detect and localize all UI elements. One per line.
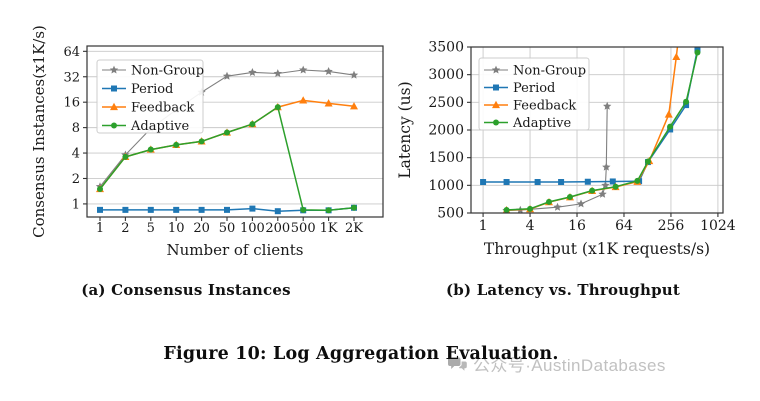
svg-text:500: 500 <box>437 206 464 222</box>
svg-text:3000: 3000 <box>428 67 464 83</box>
svg-text:16: 16 <box>63 96 80 111</box>
watermark: 公众号·AustinDatabases <box>448 351 666 376</box>
svg-text:3500: 3500 <box>428 40 464 56</box>
legend: Non-Group Period Feedback Adaptive <box>96 59 204 134</box>
y-axis: 1 2 4 8 16 32 64 <box>63 45 87 212</box>
consensus-instances-svg: 1 2 5 10 20 50 100 200 500 1K 2K 1 2 4 8 16 32 64 Number o… <box>30 25 384 259</box>
svg-text:20: 20 <box>193 221 210 236</box>
y-axis-label: Consensus Instances(x1K/s) <box>30 25 48 238</box>
svg-text:1500: 1500 <box>428 150 464 166</box>
subcaption-a: (a) Consensus Instances <box>81 281 291 299</box>
x-axis-label: Throughput (x1K requests/s) <box>484 240 710 258</box>
watermark-text: 公众号·AustinDatabases <box>473 356 666 375</box>
svg-text:50: 50 <box>219 221 236 236</box>
svg-text:Feedback: Feedback <box>513 99 576 114</box>
svg-text:2500: 2500 <box>428 95 464 111</box>
svg-text:1024: 1024 <box>700 218 736 234</box>
svg-text:1000: 1000 <box>428 178 464 194</box>
svg-text:Period: Period <box>513 81 555 96</box>
plot-border <box>86 45 384 218</box>
svg-text:Non-Group: Non-Group <box>131 64 204 79</box>
svg-text:2000: 2000 <box>428 123 464 139</box>
svg-text:2: 2 <box>72 172 80 187</box>
panel-b-latency-chart: 1 4 16 64 256 1024 500 1000 1500 2000 2500 3000 3500… <box>396 6 740 268</box>
y-axis-label: Latency (us) <box>396 81 414 178</box>
svg-text:200: 200 <box>265 221 290 236</box>
panel-a-consensus-chart: 1 2 5 10 20 50 100 200 500 1K 2K 1 2 4 8 16 32 64 Number o… <box>28 6 390 268</box>
svg-text:2: 2 <box>121 221 129 236</box>
svg-text:32: 32 <box>63 70 80 85</box>
x-axis: 1 2 5 10 20 50 100 200 500 1K 2K <box>96 217 363 236</box>
subcaption-b: (b) Latency vs. Throughput <box>445 281 681 299</box>
svg-text:10: 10 <box>168 221 185 236</box>
svg-text:64: 64 <box>615 218 633 234</box>
svg-text:256: 256 <box>658 218 685 234</box>
svg-text:4: 4 <box>526 218 535 234</box>
x-axis: 1 4 16 64 256 1024 <box>479 213 736 234</box>
svg-text:Adaptive: Adaptive <box>130 119 190 134</box>
series-adaptive <box>503 49 701 213</box>
latency-vs-throughput-svg: 1 4 16 64 256 1024 500 1000 1500 2000 2500 3000 3500… <box>396 40 736 259</box>
x-axis-label: Number of clients <box>166 241 303 259</box>
svg-text:Period: Period <box>131 82 173 97</box>
svg-text:100: 100 <box>240 221 265 236</box>
svg-text:1: 1 <box>72 197 80 212</box>
svg-text:1K: 1K <box>320 221 338 236</box>
svg-text:1: 1 <box>96 221 104 236</box>
svg-text:16: 16 <box>568 218 586 234</box>
svg-text:8: 8 <box>72 121 80 136</box>
svg-text:500: 500 <box>291 221 316 236</box>
svg-text:1: 1 <box>479 218 488 234</box>
svg-text:5: 5 <box>147 221 155 236</box>
svg-text:Non-Group: Non-Group <box>513 64 586 79</box>
svg-text:2K: 2K <box>345 221 363 236</box>
svg-text:Feedback: Feedback <box>131 101 194 116</box>
figure-caption: Figure 10: Log Aggregation Evaluation. <box>163 344 559 364</box>
series-adaptive <box>97 104 357 214</box>
svg-text:Adaptive: Adaptive <box>512 116 572 131</box>
svg-text:64: 64 <box>63 45 80 60</box>
legend: Non-Group Period Feedback Adaptive <box>478 57 590 131</box>
wechat-bubbles-icon <box>448 357 467 371</box>
svg-text:4: 4 <box>72 147 80 162</box>
y-axis: 500 1000 1500 2000 2500 3000 3500 <box>428 40 471 222</box>
